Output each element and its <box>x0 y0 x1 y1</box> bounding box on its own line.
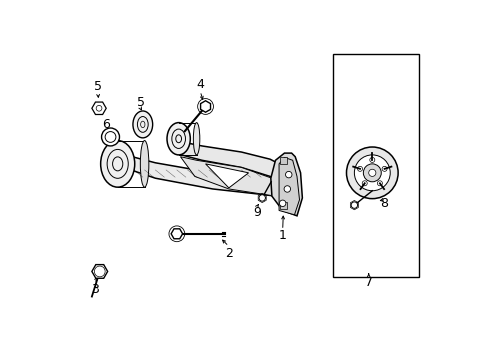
Text: 8: 8 <box>380 197 388 210</box>
Bar <box>280 157 287 164</box>
Text: 6: 6 <box>102 118 110 131</box>
Circle shape <box>370 157 375 162</box>
Polygon shape <box>271 153 302 216</box>
Circle shape <box>364 164 381 182</box>
Polygon shape <box>279 157 299 215</box>
Text: 1: 1 <box>279 229 287 242</box>
Ellipse shape <box>140 140 149 187</box>
Circle shape <box>346 147 398 199</box>
Ellipse shape <box>194 123 200 155</box>
Circle shape <box>284 186 291 192</box>
Circle shape <box>377 181 382 186</box>
Circle shape <box>382 166 387 171</box>
Bar <box>333 54 419 277</box>
Circle shape <box>368 169 376 176</box>
Circle shape <box>358 166 363 171</box>
Polygon shape <box>180 157 279 196</box>
Ellipse shape <box>167 123 190 155</box>
Text: 7: 7 <box>365 276 373 289</box>
Circle shape <box>259 195 266 201</box>
Bar <box>280 202 287 209</box>
Text: 4: 4 <box>196 78 204 91</box>
Polygon shape <box>205 164 248 188</box>
Text: 9: 9 <box>253 206 261 219</box>
Polygon shape <box>132 157 275 196</box>
Text: 5: 5 <box>137 96 145 109</box>
Polygon shape <box>179 141 279 182</box>
Circle shape <box>279 200 286 207</box>
Text: 5: 5 <box>94 80 102 93</box>
Circle shape <box>286 171 292 178</box>
Circle shape <box>362 181 367 186</box>
Circle shape <box>351 202 358 208</box>
Text: 3: 3 <box>92 283 99 296</box>
Text: 2: 2 <box>225 247 233 260</box>
Circle shape <box>101 128 120 146</box>
Circle shape <box>354 155 390 191</box>
Ellipse shape <box>133 111 153 138</box>
Ellipse shape <box>100 140 135 187</box>
